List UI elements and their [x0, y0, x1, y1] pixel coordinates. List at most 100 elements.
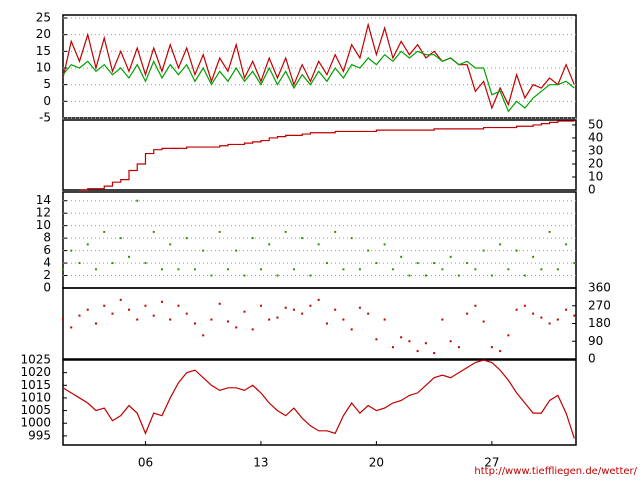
data-line [79, 120, 575, 191]
data-point [94, 268, 97, 271]
data-point [243, 310, 246, 313]
data-line [62, 50, 575, 113]
data-point [243, 274, 246, 277]
data-point [532, 255, 535, 258]
data-point [466, 312, 469, 315]
data-point [169, 243, 172, 246]
data-point [226, 268, 229, 271]
data-point [127, 308, 130, 311]
data-point [358, 306, 361, 309]
y-tick-label: 50 [588, 117, 603, 131]
data-point [565, 308, 568, 311]
data-point [301, 237, 304, 240]
y-tick-label: 5 [43, 77, 51, 91]
data-point [276, 274, 279, 277]
data-point [424, 342, 427, 345]
data-point [160, 268, 163, 271]
x-tick-label: 27 [484, 456, 499, 470]
data-point [556, 318, 559, 321]
data-point [532, 312, 535, 315]
data-point [466, 262, 469, 265]
data-point [499, 350, 502, 353]
y-tick-label: 0 [43, 94, 51, 108]
data-point [301, 312, 304, 315]
data-point [62, 318, 64, 321]
y-tick-label: 1005 [20, 403, 51, 417]
data-point [565, 243, 568, 246]
data-point [449, 340, 452, 343]
y-tick-label: 1020 [20, 365, 51, 379]
y-tick-label: 0 [588, 183, 596, 197]
y-tick-label: 1025 [20, 353, 51, 367]
data-point [86, 308, 89, 311]
data-point [490, 274, 493, 277]
data-point [334, 308, 337, 311]
data-point [268, 243, 271, 246]
y-tick-label: 995 [28, 428, 51, 442]
data-point [474, 268, 477, 271]
y-tick-label: 20 [588, 156, 603, 170]
panel-frame [62, 14, 577, 119]
data-point [202, 334, 205, 337]
x-tick-label: 13 [253, 456, 268, 470]
data-line [62, 22, 575, 110]
data-point [70, 326, 73, 329]
data-point [111, 312, 114, 315]
data-point [416, 350, 419, 353]
data-point [177, 268, 180, 271]
data-point [334, 230, 337, 233]
data-point [70, 249, 73, 252]
data-point [62, 268, 64, 271]
data-point [433, 262, 436, 265]
data-point [383, 243, 386, 246]
x-tick-label: 06 [138, 456, 153, 470]
data-point [391, 346, 394, 349]
x-tick-label: 20 [369, 456, 384, 470]
data-point [235, 326, 238, 329]
data-point [490, 346, 493, 349]
data-point [78, 262, 81, 265]
y-tick-label: 90 [588, 334, 603, 348]
panel-frame [62, 359, 577, 446]
data-point [391, 268, 394, 271]
data-point [342, 318, 345, 321]
data-point [292, 308, 295, 311]
data-point [548, 322, 551, 325]
data-point [152, 230, 155, 233]
y-tick-label: 15 [36, 44, 51, 58]
data-point [103, 304, 106, 307]
data-point [375, 262, 378, 265]
data-point [103, 230, 106, 233]
y-tick-label: 1000 [20, 416, 51, 430]
data-point [218, 230, 221, 233]
data-point [152, 314, 155, 317]
data-point [309, 304, 312, 307]
data-point [325, 322, 328, 325]
data-line [62, 359, 575, 439]
data-point [136, 199, 139, 202]
data-point [474, 304, 477, 307]
data-point [251, 237, 254, 240]
data-point [342, 268, 345, 271]
data-point [185, 237, 188, 240]
data-point [127, 255, 130, 258]
data-point [177, 304, 180, 307]
data-point [408, 274, 411, 277]
y-tick-label: 8 [43, 231, 51, 245]
data-point [193, 268, 196, 271]
data-point [358, 268, 361, 271]
data-point [210, 274, 213, 277]
data-point [136, 318, 139, 321]
data-point [259, 304, 262, 307]
data-point [416, 262, 419, 265]
data-point [202, 249, 205, 252]
data-point [235, 249, 238, 252]
y-tick-label: 10 [36, 218, 51, 232]
data-point [226, 320, 229, 323]
data-point [193, 322, 196, 325]
data-point [119, 298, 122, 301]
data-point [160, 300, 163, 303]
panel-frame [62, 191, 577, 289]
data-point [284, 230, 287, 233]
